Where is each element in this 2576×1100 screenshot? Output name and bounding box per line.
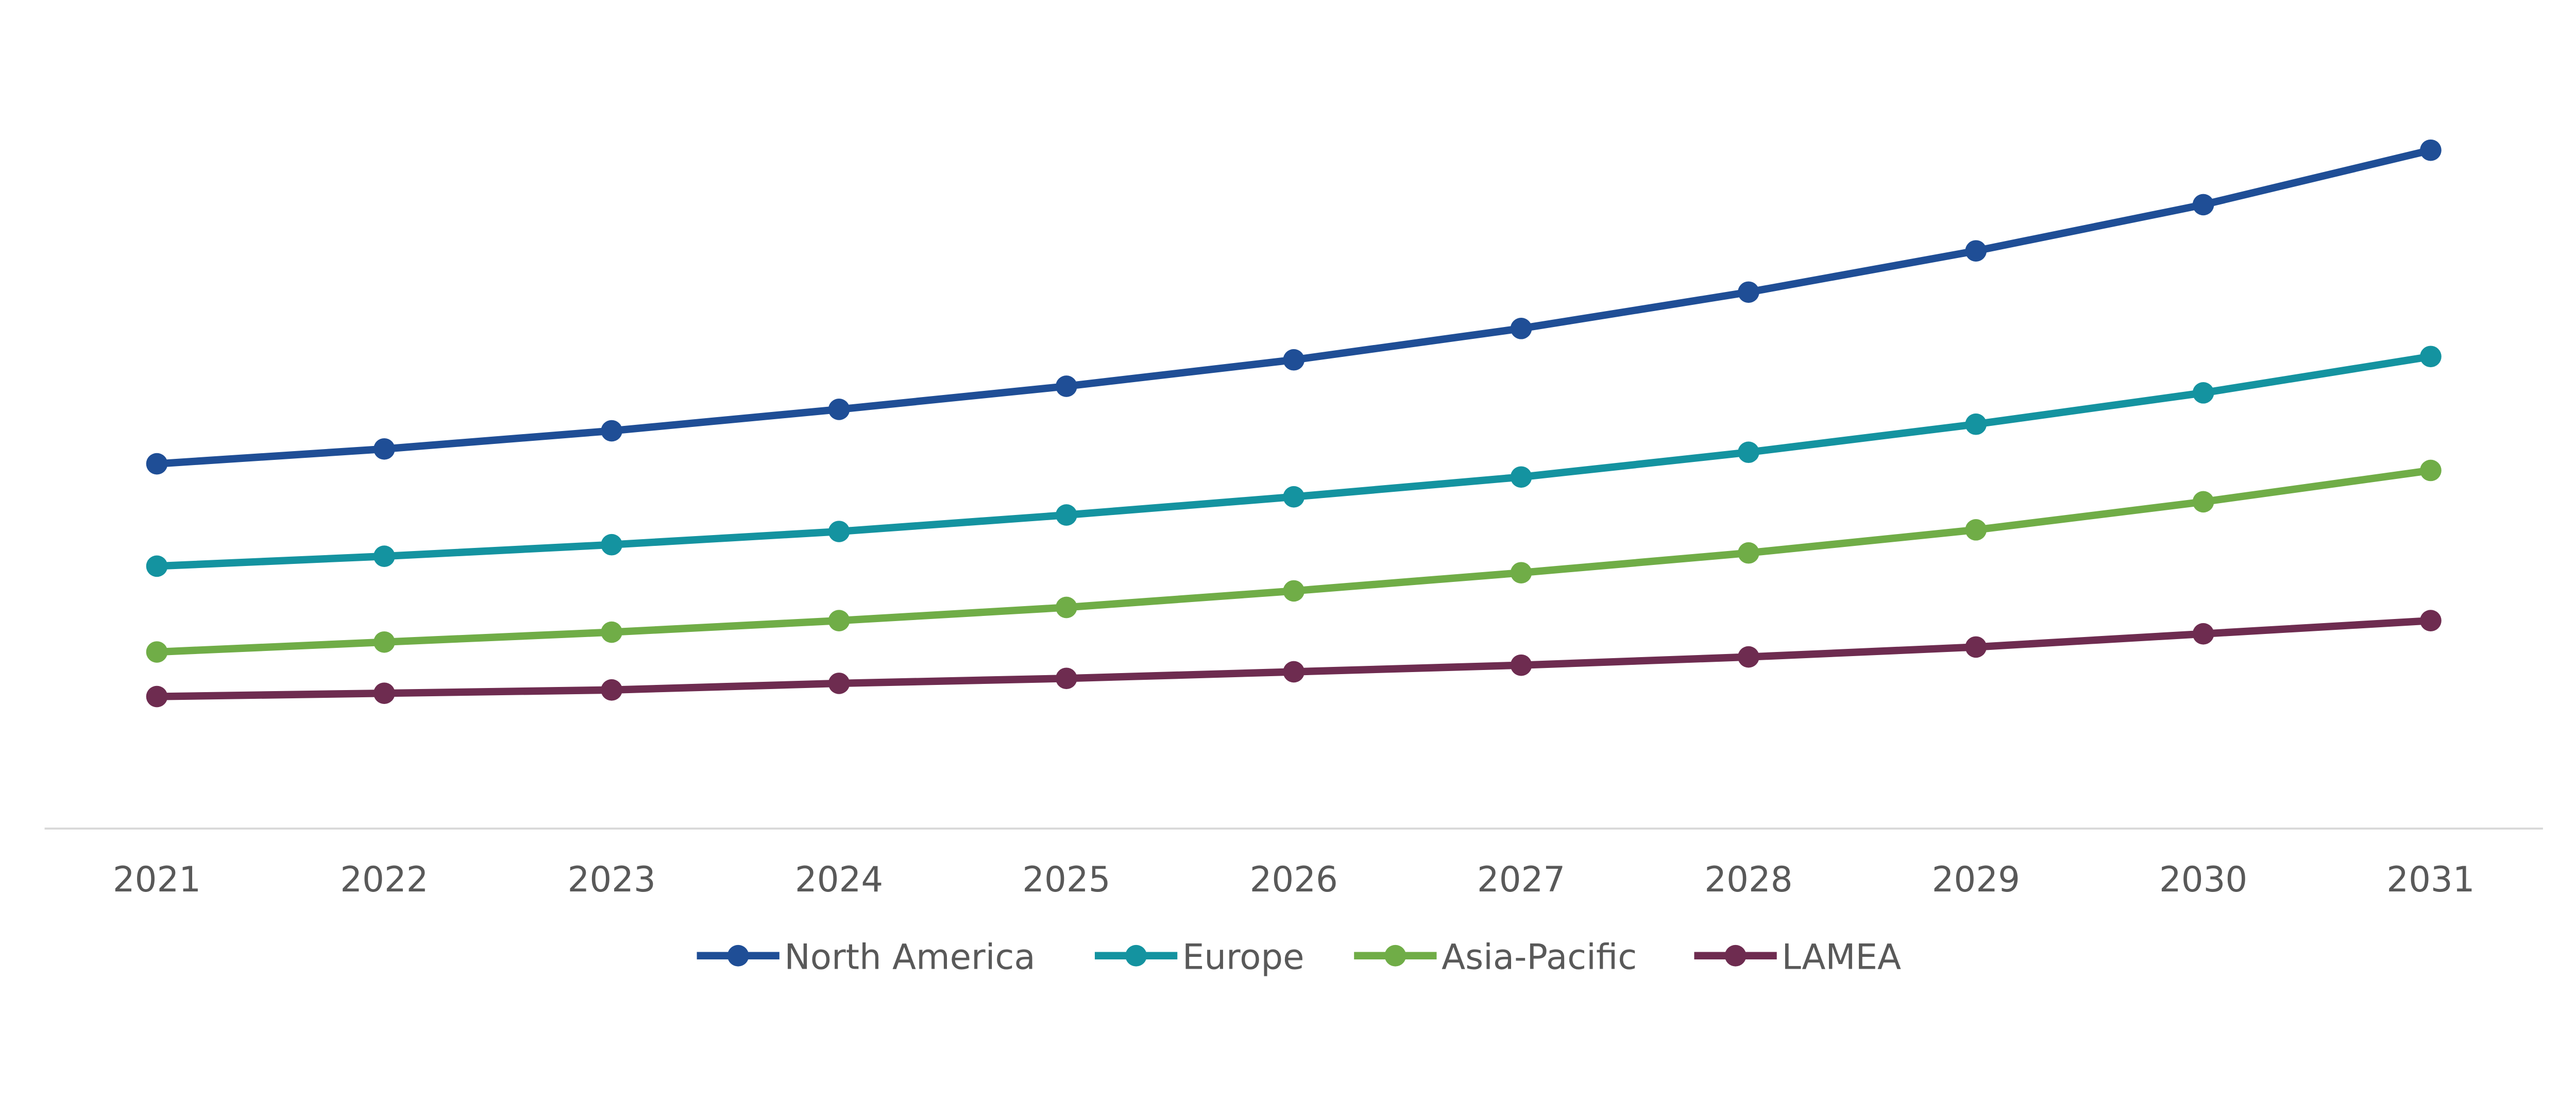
x-tick-label: 2025 — [1022, 860, 1110, 900]
x-tick-label: 2031 — [2386, 860, 2475, 900]
data-point — [374, 545, 395, 567]
x-tick-label: 2022 — [340, 860, 428, 900]
data-point — [1738, 542, 1759, 564]
data-point — [2420, 610, 2442, 631]
series-europe — [146, 346, 2442, 577]
data-point — [601, 621, 623, 643]
data-point — [1510, 317, 1532, 339]
data-point — [146, 685, 168, 708]
data-point — [1738, 281, 1759, 303]
x-tick-label: 2030 — [2159, 860, 2247, 900]
series-line — [157, 146, 2432, 468]
data-point — [1510, 466, 1532, 488]
legend: North America Europe Asia-Pacific LAMEA — [697, 937, 1901, 977]
data-point — [828, 521, 850, 542]
data-point — [146, 555, 168, 577]
data-point — [1965, 519, 1987, 541]
legend-label: Asia-Pacific — [1442, 937, 1637, 977]
data-point — [1283, 580, 1305, 602]
data-point — [601, 534, 623, 556]
legend-item: Europe — [1095, 937, 1304, 977]
x-tick-label: 2024 — [795, 860, 883, 900]
data-point — [1283, 349, 1305, 371]
data-point — [2192, 382, 2214, 404]
data-point — [1056, 504, 1077, 526]
data-point — [146, 641, 168, 663]
x-tick-labels: 2021 2022 2023 2024 2025 2026 2027 2028 2029 2030… — [113, 860, 2475, 900]
legend-label: North America — [784, 937, 1035, 977]
legend-dot-marker — [727, 944, 749, 967]
legend-item: LAMEA — [1694, 937, 1901, 977]
data-point — [828, 673, 850, 694]
x-tick-label: 2029 — [1932, 860, 2020, 900]
data-point — [1965, 413, 1987, 435]
data-point — [1283, 661, 1305, 683]
line-chart: 2021 2022 2023 2024 2025 2026 2027 2028 2029 2030… — [44, 139, 2543, 977]
data-point — [1510, 654, 1532, 676]
legend-label: Europe — [1182, 937, 1304, 977]
data-point — [146, 453, 168, 475]
data-point — [601, 679, 623, 701]
legend-dot-marker — [1384, 944, 1406, 967]
legend-dot-marker — [1724, 944, 1747, 967]
x-tick-label: 2026 — [1250, 860, 1338, 900]
series-north-america — [146, 139, 2442, 475]
data-point — [1965, 636, 1987, 658]
data-point — [2420, 139, 2442, 161]
series-line — [157, 353, 2432, 570]
series-line — [157, 616, 2431, 700]
data-point — [374, 631, 395, 653]
data-point — [2420, 346, 2442, 368]
legend-item: North America — [697, 937, 1036, 977]
series-group — [146, 139, 2442, 708]
data-point — [1056, 667, 1077, 690]
data-point — [828, 610, 850, 631]
data-point — [2192, 194, 2214, 216]
data-point — [1738, 646, 1759, 668]
legend-dot-marker — [1125, 944, 1147, 967]
data-point — [2192, 491, 2214, 513]
data-point — [1738, 441, 1759, 463]
data-point — [2420, 459, 2442, 482]
data-point — [828, 399, 850, 420]
data-point — [1056, 375, 1077, 397]
data-point — [2192, 623, 2214, 645]
x-tick-label: 2023 — [568, 860, 656, 900]
data-point — [374, 438, 395, 460]
data-point — [1283, 486, 1305, 508]
data-point — [601, 420, 623, 442]
data-point — [1510, 562, 1532, 584]
data-point — [1056, 596, 1077, 618]
data-point — [1965, 240, 1987, 262]
legend-label: LAMEA — [1782, 937, 1901, 977]
series-lamea — [146, 610, 2442, 708]
x-tick-label: 2027 — [1477, 860, 1565, 900]
series-asia-pacific — [146, 459, 2442, 663]
data-point — [374, 682, 395, 704]
x-tick-label: 2028 — [1704, 860, 1792, 900]
legend-item: Asia-Pacific — [1354, 937, 1637, 977]
x-tick-label: 2021 — [113, 860, 201, 900]
